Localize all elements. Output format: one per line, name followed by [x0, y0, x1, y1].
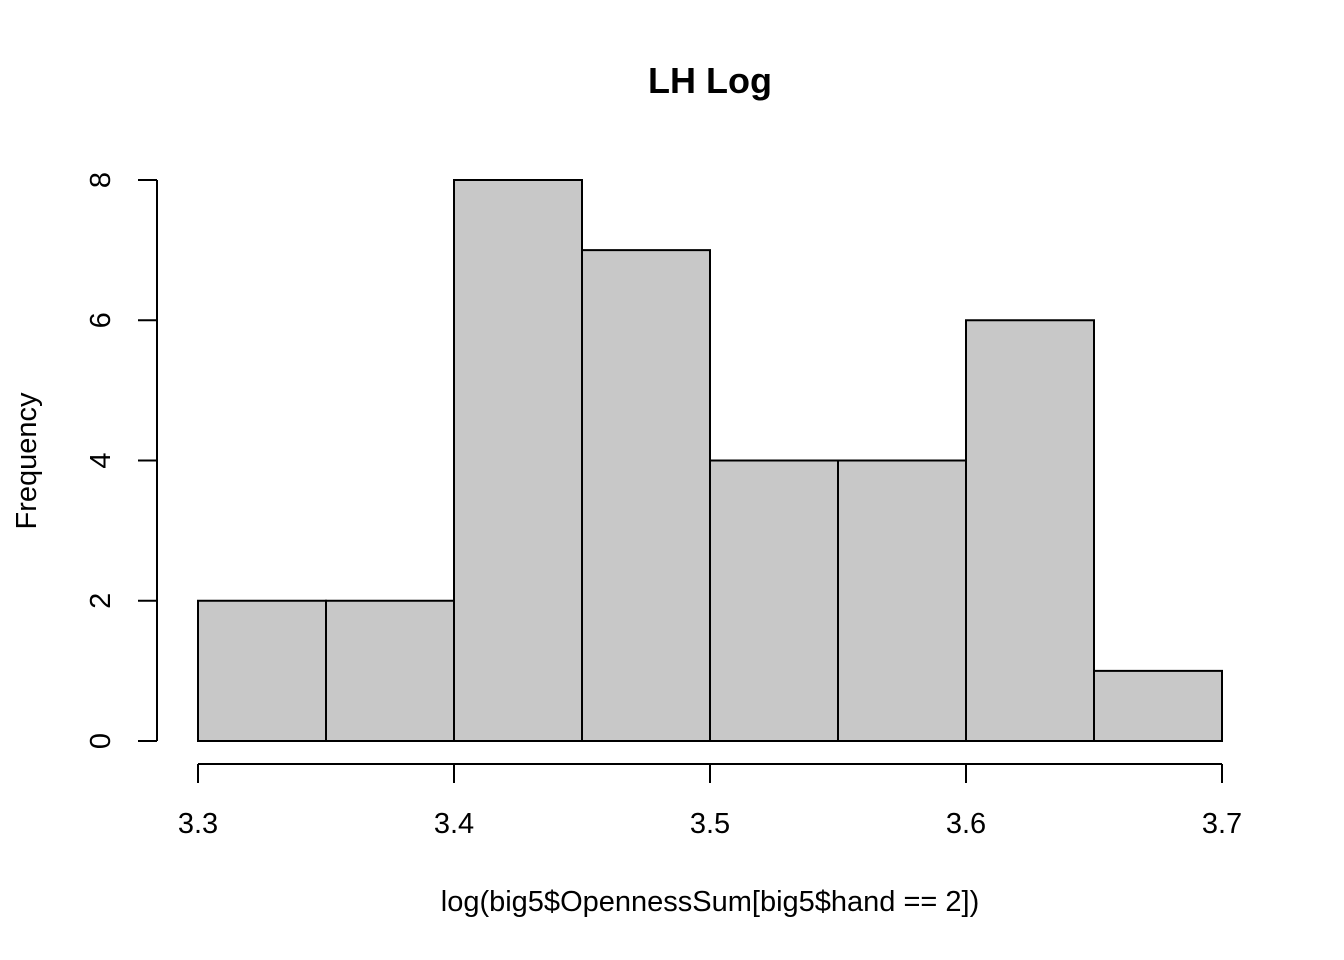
x-tick-label-4: 3.7: [1202, 808, 1242, 840]
y-tick-label-4: 8: [85, 172, 117, 188]
x-axis: 3.3 3.4 3.5 3.6 3.7: [178, 763, 1242, 840]
histogram-bar-5: [709, 459, 839, 742]
x-tick-label-0: 3.3: [178, 808, 218, 840]
y-tick-label-3: 6: [85, 312, 117, 328]
histogram-bar-7: [965, 319, 1095, 742]
y-tick-label-0: 0: [85, 733, 117, 749]
x-axis-label: log(big5$OpennessSum[big5$hand == 2]): [441, 886, 980, 918]
y-tick-label-1: 2: [85, 593, 117, 609]
y-tick-label-2: 4: [85, 452, 117, 468]
histogram-bar-8: [1093, 669, 1223, 742]
x-tick-label-2: 3.5: [690, 808, 730, 840]
bars-group: [197, 179, 1223, 742]
x-tick-label-3: 3.6: [946, 808, 986, 840]
y-axis: 0 2 4 6 8: [85, 172, 158, 749]
histogram-bar-6: [837, 459, 967, 742]
histogram-bar-1: [197, 599, 327, 742]
histogram-bar-3: [453, 179, 583, 742]
y-axis-label: Frequency: [11, 392, 43, 530]
histogram-bar-2: [325, 599, 455, 742]
chart-title: LH Log: [648, 60, 772, 101]
x-tick-label-1: 3.4: [434, 808, 474, 840]
histogram-bar-4: [581, 249, 711, 742]
